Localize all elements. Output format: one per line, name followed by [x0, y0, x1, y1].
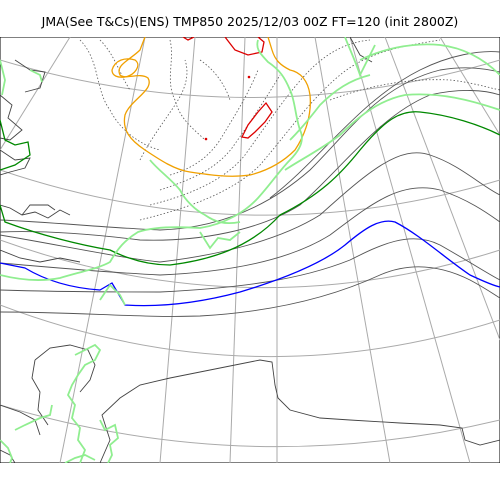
isotherms-thin — [0, 51, 500, 317]
isotherm-red — [241, 101, 273, 139]
isotherm-orange-small — [111, 58, 139, 78]
weather-map — [0, 37, 500, 463]
isotherm-red-dot-1 — [204, 137, 208, 141]
isotherms-dotted — [79, 39, 500, 221]
isotherm-green — [0, 111, 500, 266]
isotherm-orange — [118, 37, 311, 177]
isotherm-blue — [0, 220, 500, 307]
chart-title: JMA(See T&Cs)(ENS) TMP850 2025/12/03 00Z… — [41, 14, 459, 29]
isotherm-red-tip — [182, 37, 195, 41]
isotherm-red-dot-2 — [247, 75, 251, 79]
map-frame — [0, 37, 500, 463]
isotherm-green-north — [0, 119, 31, 171]
graticule-parallels — [0, 59, 500, 448]
coastlines — [0, 37, 500, 463]
snowline — [0, 37, 500, 463]
isotherm-red-north — [224, 37, 265, 56]
